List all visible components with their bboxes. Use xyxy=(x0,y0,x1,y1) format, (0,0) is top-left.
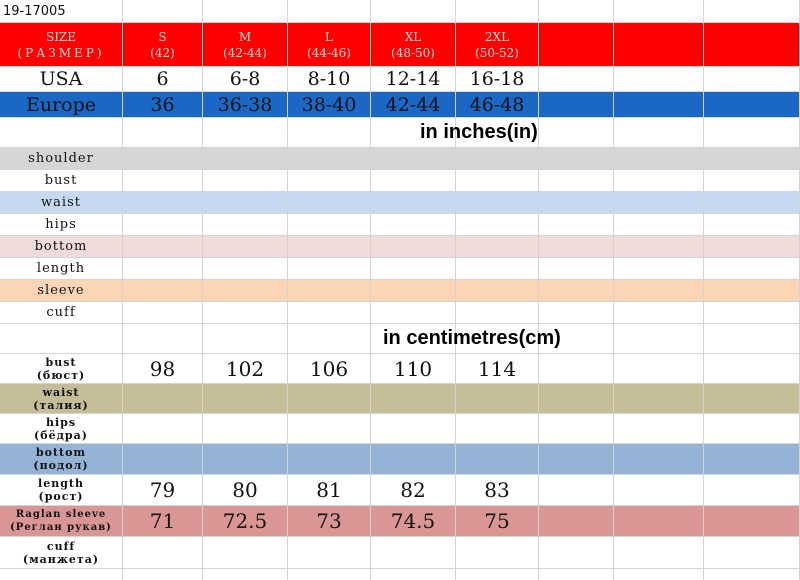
cm-row-bust: bust (бюст) 98 102 106 110 114 xyxy=(0,354,800,384)
size-header-row: SIZE (РАЗМЕР) S (42) M (42-44) L (44-46) XL(… xyxy=(0,23,800,67)
inch-row-label: shoulder xyxy=(0,148,123,169)
inch-row-label: length xyxy=(0,258,123,279)
europe-label: Europe xyxy=(0,92,123,117)
inch-row-sleeve: sleeve xyxy=(0,280,800,302)
usa-value: 16-18 xyxy=(456,67,539,91)
code-row: 19-17005 xyxy=(0,0,800,23)
cm-value: 110 xyxy=(371,354,456,383)
cm-value: 81 xyxy=(288,475,371,505)
inch-row-hips: hips xyxy=(0,214,800,236)
cm-row-label: cuff (манжета) xyxy=(0,537,123,568)
cm-value: 71 xyxy=(123,506,203,536)
size-header-l: L (44-46) xyxy=(288,23,371,66)
inch-row-shoulder: shoulder xyxy=(0,148,800,170)
usa-row: USA 6 6-8 8-10 12-14 16-18 xyxy=(0,67,800,92)
usa-label: USA xyxy=(0,67,123,91)
trailing-row xyxy=(0,569,800,580)
inch-row-length: length xyxy=(0,258,800,280)
cm-row-cuff: cuff (манжета) xyxy=(0,537,800,569)
cm-row-waist: waist (талия) xyxy=(0,384,800,414)
usa-value: 12-14 xyxy=(371,67,456,91)
size-header-xl: XL (48-50) xyxy=(371,23,456,66)
inch-row-label: bust xyxy=(0,170,123,191)
inch-row-label: hips xyxy=(0,214,123,235)
cm-row-hips: hips (бёдра) xyxy=(0,414,800,444)
cm-section-title: in centimetres(cm) xyxy=(383,327,561,349)
cm-row-label: length (рост) xyxy=(0,475,123,505)
europe-row: Europe 36 36-38 38-40 42-44 46-48 xyxy=(0,92,800,118)
inch-row-waist: waist xyxy=(0,192,800,214)
europe-value: 36-38 xyxy=(203,92,288,117)
inch-row-label: sleeve xyxy=(0,280,123,301)
cm-row-label: waist (талия) xyxy=(0,384,123,413)
cm-value: 72.5 xyxy=(203,506,288,536)
product-code: 19-17005 xyxy=(0,0,123,22)
usa-value: 8-10 xyxy=(288,67,371,91)
cm-row-bottom: bottom (подол) xyxy=(0,444,800,475)
cm-value: 75 xyxy=(456,506,539,536)
cm-value: 74.5 xyxy=(371,506,456,536)
cm-row-label: bust (бюст) xyxy=(0,354,123,383)
size-header-2xl: 2XL (50-52) xyxy=(456,23,539,66)
inch-row-bottom: bottom xyxy=(0,236,800,258)
usa-value: 6 xyxy=(123,67,203,91)
cm-value: 80 xyxy=(203,475,288,505)
inch-row-cuff: cuff xyxy=(0,302,800,324)
inches-section-title: in inches(in) xyxy=(420,121,538,143)
europe-value: 46-48 xyxy=(456,92,539,117)
cm-value: 79 xyxy=(123,475,203,505)
size-header-s: S (42) xyxy=(123,23,203,66)
cm-value: 83 xyxy=(456,475,539,505)
europe-value: 36 xyxy=(123,92,203,117)
cm-value: 82 xyxy=(371,475,456,505)
cm-row-label: hips (бёдра) xyxy=(0,414,123,443)
cm-value: 114 xyxy=(456,354,539,383)
cm-row-length: length (рост) 79 80 81 82 83 xyxy=(0,475,800,506)
cm-row-label: Raglan sleeve (Реглан рукав) xyxy=(0,506,123,536)
cm-row-raglan-sleeve: Raglan sleeve (Реглан рукав) 71 72.5 73 7… xyxy=(0,506,800,537)
usa-value: 6-8 xyxy=(203,67,288,91)
cm-value: 102 xyxy=(203,354,288,383)
size-header-label: SIZE (РАЗМЕР) xyxy=(0,23,123,66)
inch-row-label: waist xyxy=(0,192,123,213)
inch-row-label: cuff xyxy=(0,302,123,323)
cm-value: 73 xyxy=(288,506,371,536)
size-header-m: M (42-44) xyxy=(203,23,288,66)
cm-value: 106 xyxy=(288,354,371,383)
cm-value: 98 xyxy=(123,354,203,383)
cm-row-label: bottom (подол) xyxy=(0,444,123,474)
inch-row-label: bottom xyxy=(0,236,123,257)
inch-row-bust: bust xyxy=(0,170,800,192)
europe-value: 38-40 xyxy=(288,92,371,117)
europe-value: 42-44 xyxy=(371,92,456,117)
inches-title-row xyxy=(0,118,800,148)
